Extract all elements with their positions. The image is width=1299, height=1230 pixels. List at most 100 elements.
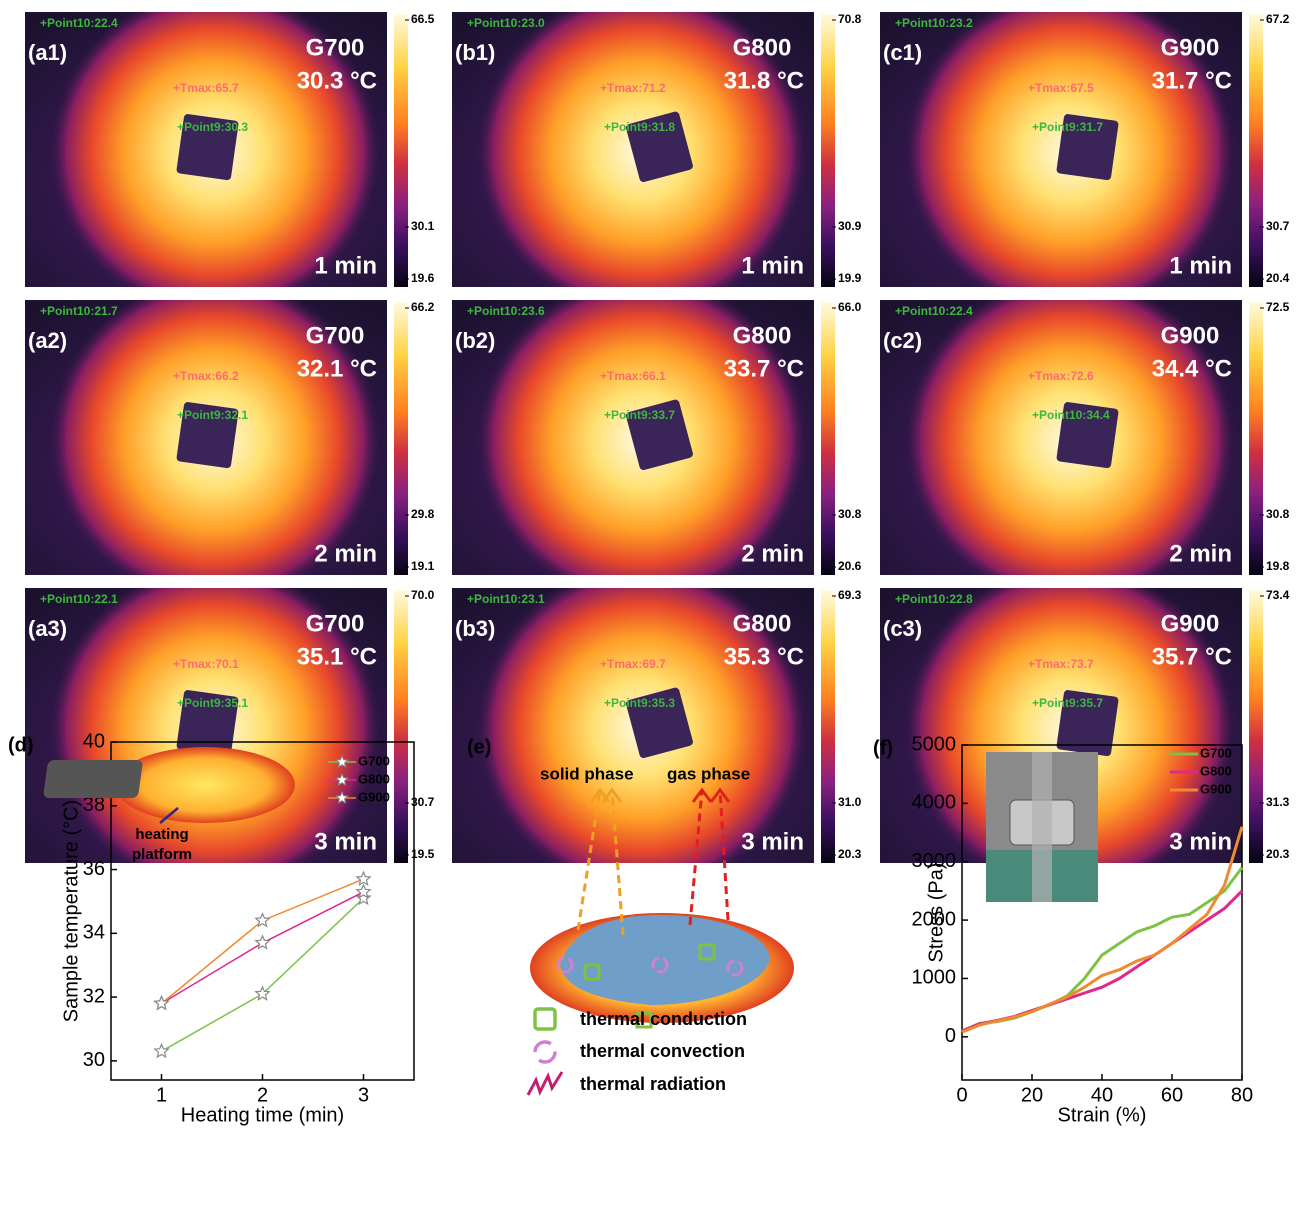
colorbar-label: 19.9 — [838, 271, 862, 285]
colorbar-label: 66.5 — [411, 12, 435, 26]
sample-temperature: 35.3 °C — [724, 643, 804, 670]
time-label: 2 min — [741, 540, 804, 567]
colorbar — [1249, 590, 1263, 863]
panel-label: (c2) — [883, 328, 922, 353]
inset-foam — [43, 760, 143, 798]
point10-label: +Point10:23.0 — [467, 16, 545, 30]
tmax-label: +Tmax:73.7 — [1028, 657, 1094, 671]
panel-label: (e) — [467, 736, 491, 758]
sample-temperature: 31.8 °C — [724, 67, 804, 94]
panel-label: (b3) — [455, 616, 495, 641]
colorbar-label: 70.0 — [411, 588, 435, 602]
tmax-label: +Tmax:72.6 — [1028, 369, 1094, 383]
annotation: heating — [135, 826, 188, 843]
colorbar-label: 19.6 — [411, 271, 435, 285]
tmax-label: +Tmax:69.7 — [600, 657, 666, 671]
point9-label: +Point9:35.3 — [604, 696, 675, 710]
legend-icon — [535, 1009, 555, 1029]
sample-temperature: 30.3 °C — [297, 67, 377, 94]
point10-label: +Point10:22.4 — [895, 304, 973, 318]
point10-label: +Point10:23.6 — [467, 304, 545, 318]
point10-label: +Point10:22.8 — [895, 592, 973, 606]
time-label: 1 min — [1169, 252, 1232, 279]
legend-label: G900 — [358, 789, 390, 804]
y-axis-label: Stress (Pa) — [925, 862, 947, 962]
y-tick-label: 32 — [83, 985, 105, 1007]
tmax-label: +Tmax:65.7 — [173, 81, 239, 95]
marker — [155, 1044, 168, 1057]
inset-rod — [1032, 752, 1052, 902]
colorbar — [821, 590, 835, 863]
x-tick-label: 60 — [1161, 1084, 1183, 1106]
y-tick-label: 30 — [83, 1049, 105, 1071]
tmax-label: +Tmax:67.5 — [1028, 81, 1094, 95]
sample-temperature: 35.1 °C — [297, 643, 377, 670]
colorbar-label: 30.7 — [1266, 219, 1290, 233]
phase-label: solid phase — [540, 764, 634, 783]
colorbar — [821, 14, 835, 287]
point9-label: +Point9:35.7 — [1032, 696, 1103, 710]
colorbar-label: 20.3 — [838, 847, 862, 861]
y-tick-label: 36 — [83, 858, 105, 880]
point10-label: +Point10:22.1 — [40, 592, 118, 606]
tmax-label: +Tmax:66.1 — [600, 369, 666, 383]
legend-label: G900 — [1200, 781, 1232, 796]
sample-name: G800 — [733, 322, 792, 349]
legend-label: thermal radiation — [580, 1074, 726, 1094]
marker — [155, 997, 168, 1010]
sample-name: G900 — [1161, 610, 1220, 637]
point9-label: +Point10:34.4 — [1032, 408, 1110, 422]
colorbar-label: 70.8 — [838, 12, 862, 26]
legend-label: G700 — [1200, 745, 1232, 760]
colorbar-label: 20.6 — [838, 559, 862, 573]
x-tick-label: 2 — [257, 1084, 268, 1106]
point9-label: +Point9:33.7 — [604, 408, 675, 422]
point10-label: +Point10:23.2 — [895, 16, 973, 30]
point10-label: +Point10:21.7 — [40, 304, 118, 318]
panel-label: (a2) — [28, 328, 67, 353]
y-tick-label: 40 — [83, 730, 105, 752]
y-tick-label: 5000 — [912, 733, 957, 755]
sample-name: G700 — [306, 34, 365, 61]
sample-name: G800 — [733, 34, 792, 61]
colorbar-label: 29.8 — [411, 507, 435, 521]
time-label: 3 min — [314, 828, 377, 855]
x-axis-label: Strain (%) — [1058, 1104, 1147, 1126]
colorbar — [394, 590, 408, 863]
point9-label: +Point9:31.7 — [1032, 120, 1103, 134]
legend-icon — [528, 1072, 562, 1095]
colorbar — [1249, 302, 1263, 575]
time-label: 2 min — [314, 540, 377, 567]
colorbar-label: 31.3 — [1266, 795, 1290, 809]
colorbar-label: 72.5 — [1266, 300, 1290, 314]
time-label: 3 min — [1169, 828, 1232, 855]
colorbar-label: 30.8 — [1266, 507, 1290, 521]
colorbar — [821, 302, 835, 575]
panel-label: (f) — [873, 737, 893, 759]
x-tick-label: 3 — [358, 1084, 369, 1106]
panel-label: (c3) — [883, 616, 922, 641]
panel-label: (a1) — [28, 40, 67, 65]
colorbar-label: 19.1 — [411, 559, 435, 573]
point9-label: +Point9:31.8 — [604, 120, 675, 134]
thermal-image — [372, 558, 892, 958]
legend-label: thermal conduction — [580, 1009, 747, 1029]
sample-temperature: 32.1 °C — [297, 355, 377, 382]
panel-label: (b2) — [455, 328, 495, 353]
legend-label: G800 — [358, 771, 390, 786]
y-tick-label: 0 — [945, 1025, 956, 1047]
point9-label: +Point9:35.1 — [177, 696, 248, 710]
colorbar-label: 30.9 — [838, 219, 862, 233]
inset-plate — [115, 747, 295, 823]
sample-name: G700 — [306, 610, 365, 637]
tmax-label: +Tmax:71.2 — [600, 81, 666, 95]
sample-name: G700 — [306, 322, 365, 349]
tmax-label: +Tmax:70.1 — [173, 657, 239, 671]
phase-label: gas phase — [667, 764, 750, 783]
y-tick-label: 4000 — [912, 792, 957, 814]
colorbar — [394, 14, 408, 287]
time-label: 1 min — [314, 252, 377, 279]
time-label: 3 min — [741, 828, 804, 855]
colorbar-label: 66.2 — [411, 300, 435, 314]
marker — [357, 872, 370, 885]
